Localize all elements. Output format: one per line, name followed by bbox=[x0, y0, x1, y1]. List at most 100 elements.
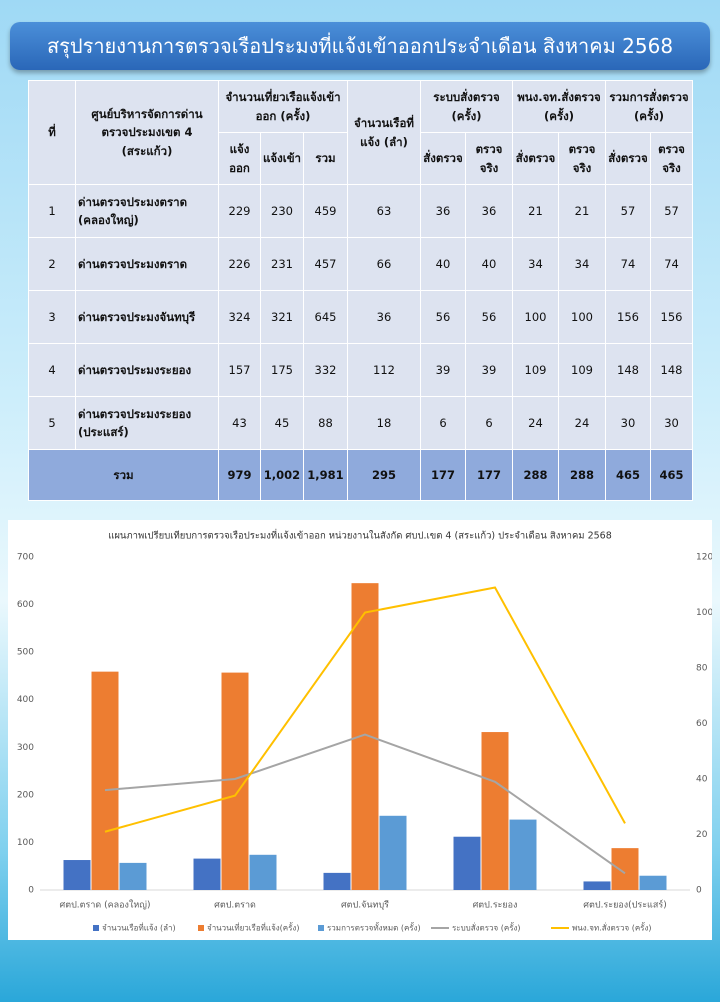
value-cell: 100 bbox=[512, 290, 559, 344]
line bbox=[104, 586, 626, 833]
bar bbox=[611, 848, 639, 890]
line bbox=[104, 733, 626, 875]
x-tick-label: ศตป.ตราด (คลองใหญ่) bbox=[60, 900, 151, 911]
y-tick-label: 500 bbox=[17, 648, 34, 658]
bar bbox=[351, 583, 379, 890]
value-cell: 63 bbox=[347, 184, 421, 238]
value-cell: 39 bbox=[420, 343, 466, 397]
value-cell: 24 bbox=[558, 396, 606, 450]
total-cell: 1,002 bbox=[260, 449, 304, 501]
y2-tick-label: 80 bbox=[696, 664, 708, 674]
legend-swatch bbox=[318, 925, 324, 931]
value-cell: 40 bbox=[465, 237, 513, 291]
table-row: แจ้งออก แจ้งเข้า รวม สั่งตรวจ ตรวจจริง สั่งตร… bbox=[29, 132, 694, 185]
value-cell: 36 bbox=[465, 184, 513, 238]
value-cell: 30 bbox=[605, 396, 651, 450]
x-tick-label: ศตป.ตราด bbox=[214, 901, 256, 911]
value-cell: 2 bbox=[28, 237, 76, 291]
total-cell: 288 bbox=[512, 449, 559, 501]
legend-swatch bbox=[198, 925, 204, 931]
total-cell: 288 bbox=[558, 449, 606, 501]
value-cell: 148 bbox=[605, 343, 651, 397]
value-cell: 74 bbox=[649, 237, 694, 291]
y-tick-label: 0 bbox=[28, 886, 34, 896]
table-row: 2 ด่านตรวจประมงตราด 226 231 457 66 40 40 34 34 74 7… bbox=[28, 237, 694, 291]
y-tick-label: 600 bbox=[17, 600, 34, 610]
value-cell: 148 bbox=[649, 343, 694, 397]
legend-label: ระบบสั่งตรวจ (ครั้ง) bbox=[452, 922, 521, 933]
value-cell: 34 bbox=[558, 237, 606, 291]
value-cell: 100 bbox=[558, 290, 606, 344]
value-cell: 321 bbox=[260, 290, 304, 344]
header-cell: แจ้งเข้า bbox=[260, 132, 304, 185]
value-cell: 36 bbox=[347, 290, 421, 344]
bar bbox=[91, 671, 119, 890]
value-cell: 21 bbox=[512, 184, 559, 238]
table-row: 1 ด่านตรวจประมงตราด (คลองใหญ่) 229 230 459 63… bbox=[28, 184, 694, 238]
value-cell: 109 bbox=[558, 343, 606, 397]
value-cell: 324 bbox=[218, 290, 261, 344]
total-cell: 465 bbox=[605, 449, 651, 501]
value-cell: 459 bbox=[303, 184, 348, 238]
bar bbox=[119, 862, 147, 890]
value-cell: 21 bbox=[558, 184, 606, 238]
legend-label: จำนวนเที่ยวเรือที่แจ้ง(ครั้ง) bbox=[207, 922, 299, 933]
value-cell: 40 bbox=[420, 237, 466, 291]
value-cell: 66 bbox=[347, 237, 421, 291]
value-cell: 3 bbox=[28, 290, 76, 344]
value-cell: 30 bbox=[649, 396, 694, 450]
value-cell: 18 bbox=[347, 396, 421, 450]
y2-tick-label: 100 bbox=[696, 608, 712, 618]
value-cell: 39 bbox=[465, 343, 513, 397]
value-cell: 34 bbox=[512, 237, 559, 291]
header-cell: จำนวนเรือที่แจ้ง (ลำ) bbox=[347, 80, 421, 185]
value-cell: 6 bbox=[465, 396, 513, 450]
value-cell: 231 bbox=[260, 237, 304, 291]
value-cell: 56 bbox=[465, 290, 513, 344]
value-cell: 226 bbox=[218, 237, 261, 291]
legend-label: จำนวนเรือที่แจ้ง (ลำ) bbox=[102, 922, 176, 933]
value-cell: 36 bbox=[420, 184, 466, 238]
header-cell: สั่งตรวจ bbox=[605, 132, 651, 185]
y2-tick-label: 40 bbox=[696, 775, 708, 785]
legend-label: พนง.จท.สั่งตรวจ (ครั้ง) bbox=[572, 922, 652, 933]
total-cell: 295 bbox=[347, 449, 421, 501]
value-cell: 230 bbox=[260, 184, 304, 238]
chart: แผนภาพเปรียบเทียบการตรวจเรือประมงที่แจ้ง… bbox=[17, 529, 714, 933]
table-row: 4 ด่านตรวจประมงระยอง 157 175 332 112 39 39 109 10… bbox=[28, 343, 694, 397]
bar bbox=[509, 819, 537, 890]
name-cell: ด่านตรวจประมงระยอง (ประแสร์) bbox=[75, 396, 219, 450]
table-row: รวม 979 1,002 1,981 295 177 177 288 288 465 465 bbox=[28, 449, 694, 501]
y-tick-label: 300 bbox=[17, 743, 34, 753]
value-cell: 645 bbox=[303, 290, 348, 344]
x-tick-label: ศตป.จันทบุรี bbox=[341, 900, 389, 911]
y-tick-label: 200 bbox=[17, 790, 34, 800]
bar bbox=[63, 860, 91, 890]
header-cell: สั่งตรวจ bbox=[512, 132, 559, 185]
table-row: 3 ด่านตรวจประมงจันทบุรี 324 321 645 36 56 56 100… bbox=[28, 290, 694, 344]
total-cell: 979 bbox=[218, 449, 261, 501]
total-label: รวม bbox=[28, 449, 219, 501]
name-cell: ด่านตรวจประมงระยอง bbox=[75, 343, 219, 397]
total-cell: 1,981 bbox=[303, 449, 348, 501]
bar bbox=[379, 815, 407, 890]
value-cell: 457 bbox=[303, 237, 348, 291]
y2-tick-label: 60 bbox=[696, 719, 708, 729]
value-cell: 74 bbox=[605, 237, 651, 291]
header-cell: รวมการสั่งตรวจ (ครั้ง) bbox=[604, 80, 694, 133]
header-cell: ตรวจจริง bbox=[649, 132, 694, 185]
bar bbox=[453, 836, 481, 890]
y-tick-label: 700 bbox=[17, 553, 34, 563]
bar bbox=[323, 872, 351, 890]
bar bbox=[583, 881, 611, 890]
name-cell: ด่านตรวจประมงตราด (คลองใหญ่) bbox=[75, 184, 219, 238]
header-cell: พนง.จท.สั่งตรวจ (ครั้ง) bbox=[512, 80, 606, 133]
name-cell: ด่านตรวจประมงตราด bbox=[75, 237, 219, 291]
value-cell: 229 bbox=[218, 184, 261, 238]
value-cell: 156 bbox=[605, 290, 651, 344]
header-cell: ตรวจจริง bbox=[465, 132, 513, 185]
total-cell: 465 bbox=[649, 449, 694, 501]
value-cell: 156 bbox=[649, 290, 694, 344]
value-cell: 56 bbox=[420, 290, 466, 344]
